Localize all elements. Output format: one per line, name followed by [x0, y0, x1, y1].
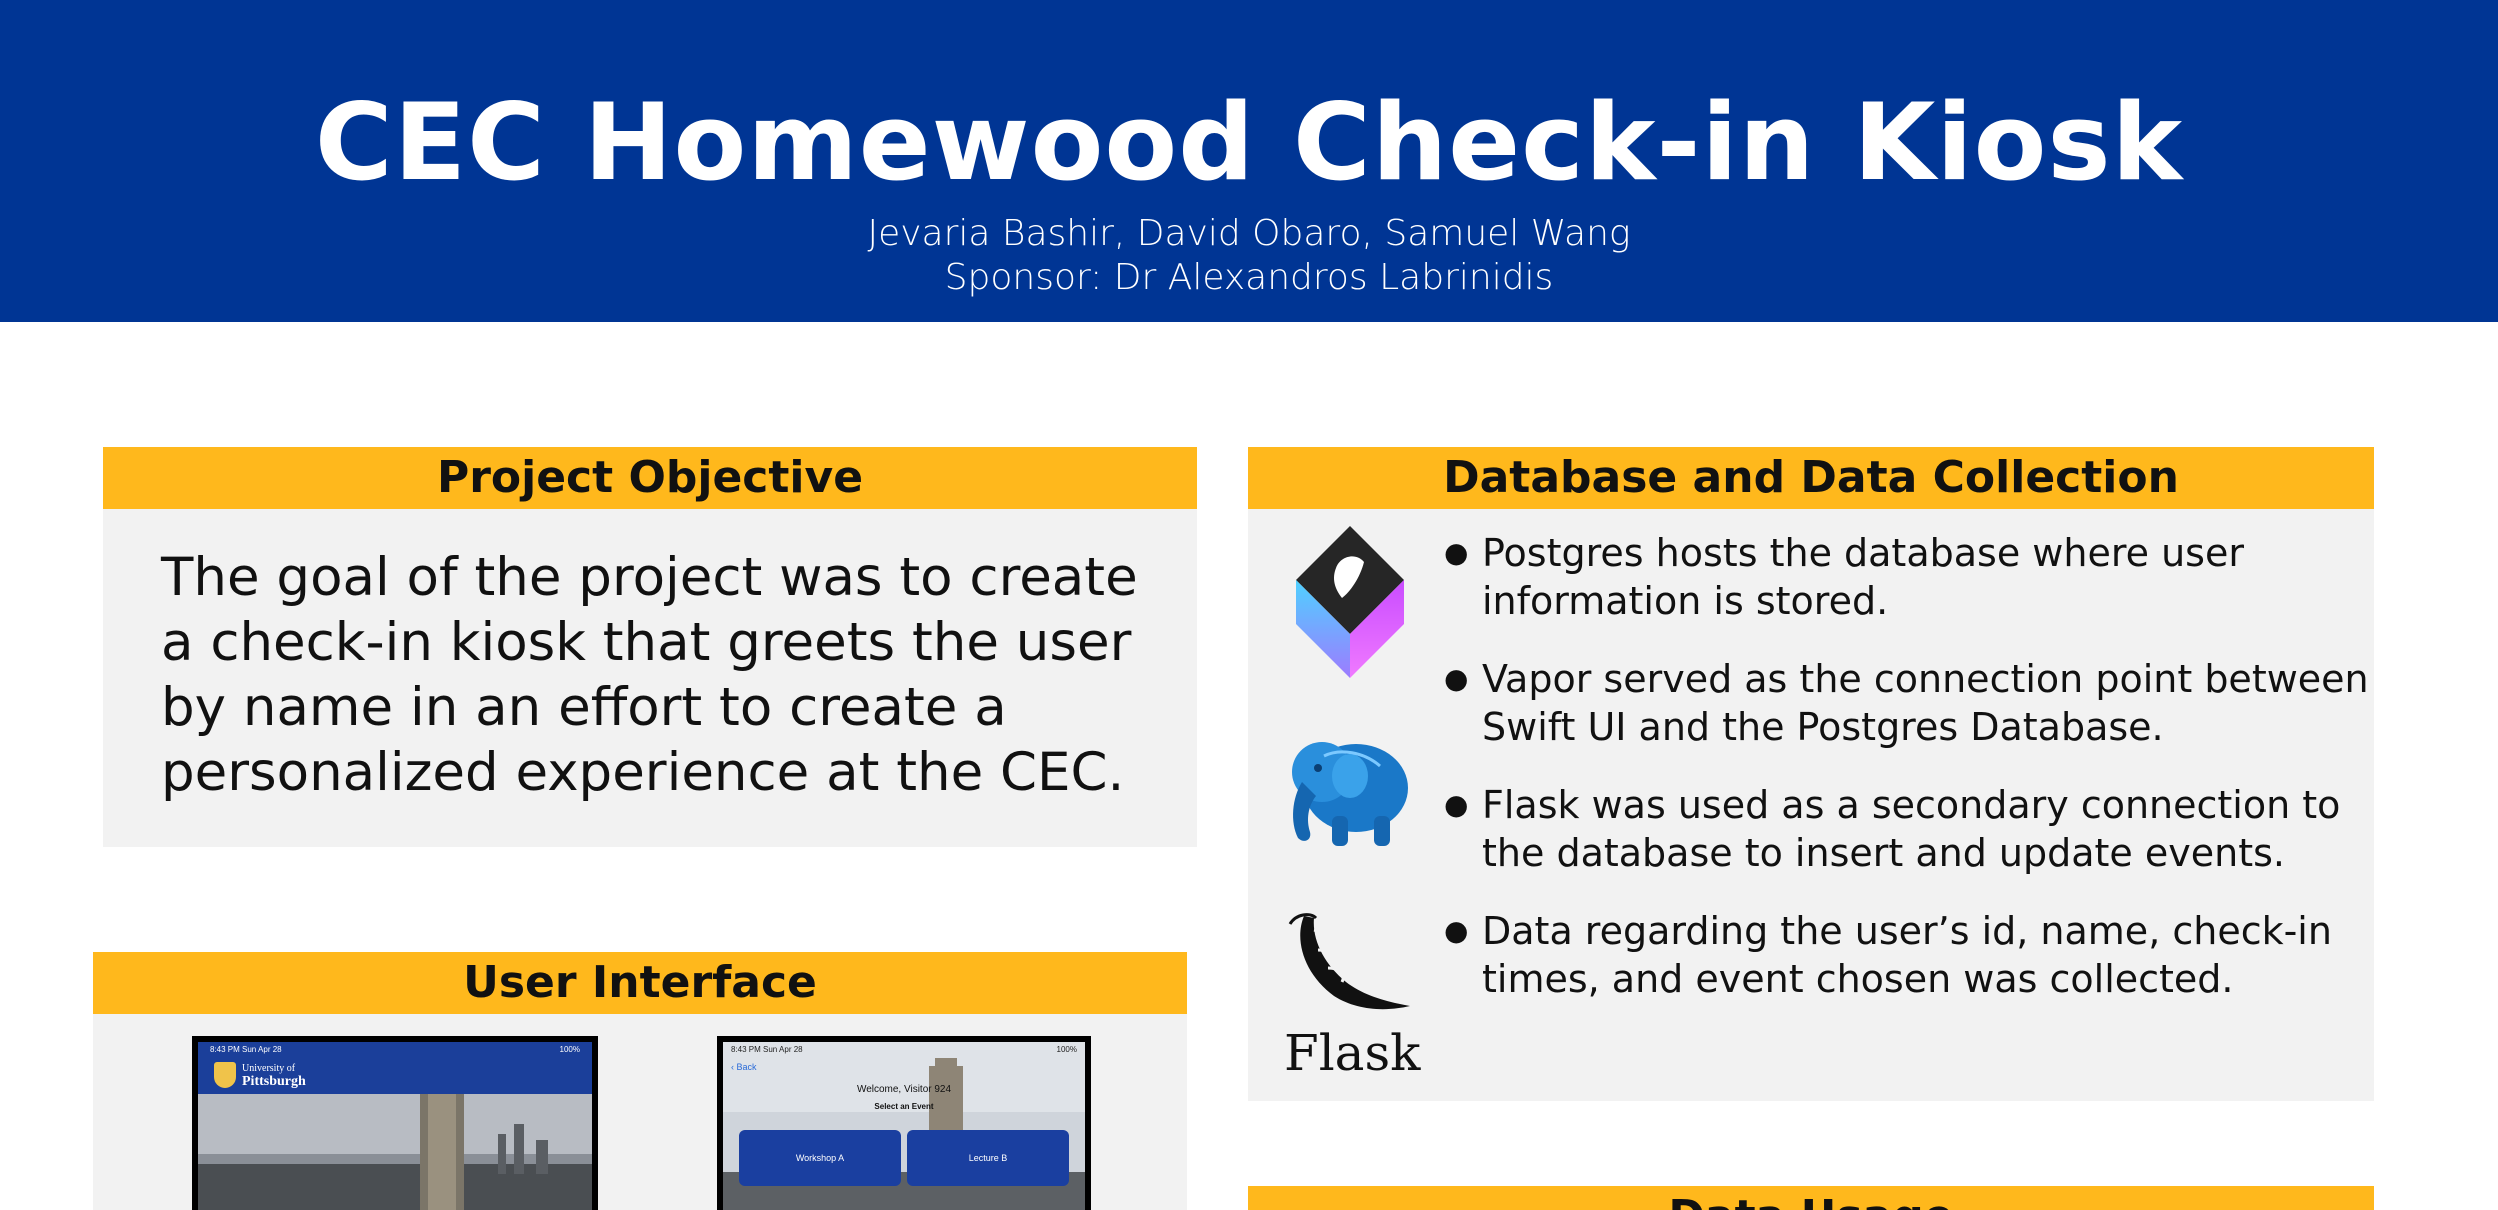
status-time-2: 8:43 PM Sun Apr 28	[731, 1045, 803, 1054]
database-bullet-list: Postgres hosts the database where user i…	[1444, 529, 2374, 1033]
flask-logo-text: Flask	[1284, 1024, 1421, 1082]
poster-authors: Jevaria Bashir, David Obaro, Samuel Wang	[867, 213, 1631, 254]
kiosk-home-screenshot: 8:43 PM Sun Apr 28 100% University of Pi…	[192, 1036, 598, 1210]
database-bullet-data: Data regarding the user’s id, name, chec…	[1444, 907, 2374, 1003]
lecture-b-button[interactable]: Lecture B	[907, 1130, 1069, 1186]
database-panel: Postgres hosts the database where user i…	[1248, 509, 2374, 1101]
database-bullet-flask: Flask was used as a secondary connection…	[1444, 781, 2374, 877]
event-background-image	[723, 1042, 1085, 1210]
objective-panel: The goal of the project was to create a …	[103, 509, 1197, 847]
status-battery: 100%	[559, 1045, 580, 1054]
data-usage-heading: Data Usage	[1248, 1186, 2374, 1210]
flask-horn-logo-icon	[1288, 913, 1410, 1010]
kiosk-event-screenshot: 8:43 PM Sun Apr 28 100% ‹ Back Welcome, …	[717, 1036, 1091, 1210]
postgres-logo-icon	[1296, 526, 1404, 678]
poster-sponsor: Sponsor: Dr Alexandros Labrinidis	[944, 257, 1554, 298]
cathedral-photo-image	[198, 1094, 592, 1210]
database-bullet-vapor: Vapor served as the connection point bet…	[1444, 655, 2374, 751]
university-logo-line2: Pittsburgh	[242, 1074, 306, 1089]
objective-heading: Project Objective	[103, 447, 1197, 509]
poster-header: CEC Homewood Check-in Kiosk Jevaria Bash…	[0, 0, 2498, 322]
database-heading: Database and Data Collection	[1248, 447, 2374, 509]
database-bullet-postgres: Postgres hosts the database where user i…	[1444, 529, 2374, 625]
objective-text: The goal of the project was to create a …	[161, 547, 1138, 803]
poster-title: CEC Homewood Check-in Kiosk	[314, 81, 2184, 204]
workshop-a-button[interactable]: Workshop A	[739, 1130, 901, 1186]
university-crest-icon	[214, 1062, 236, 1088]
status-battery-2: 100%	[1056, 1045, 1077, 1054]
university-logo-line1: University of	[242, 1063, 296, 1074]
vapor-elephant-logo-icon	[1292, 742, 1408, 846]
user-interface-heading: User Interface	[93, 952, 1187, 1014]
status-time: 8:43 PM Sun Apr 28	[210, 1045, 282, 1054]
select-event-label: Select an Event	[874, 1102, 934, 1111]
welcome-message: Welcome, Visitor 924	[856, 1084, 952, 1095]
back-button[interactable]: ‹ Back	[731, 1062, 757, 1072]
